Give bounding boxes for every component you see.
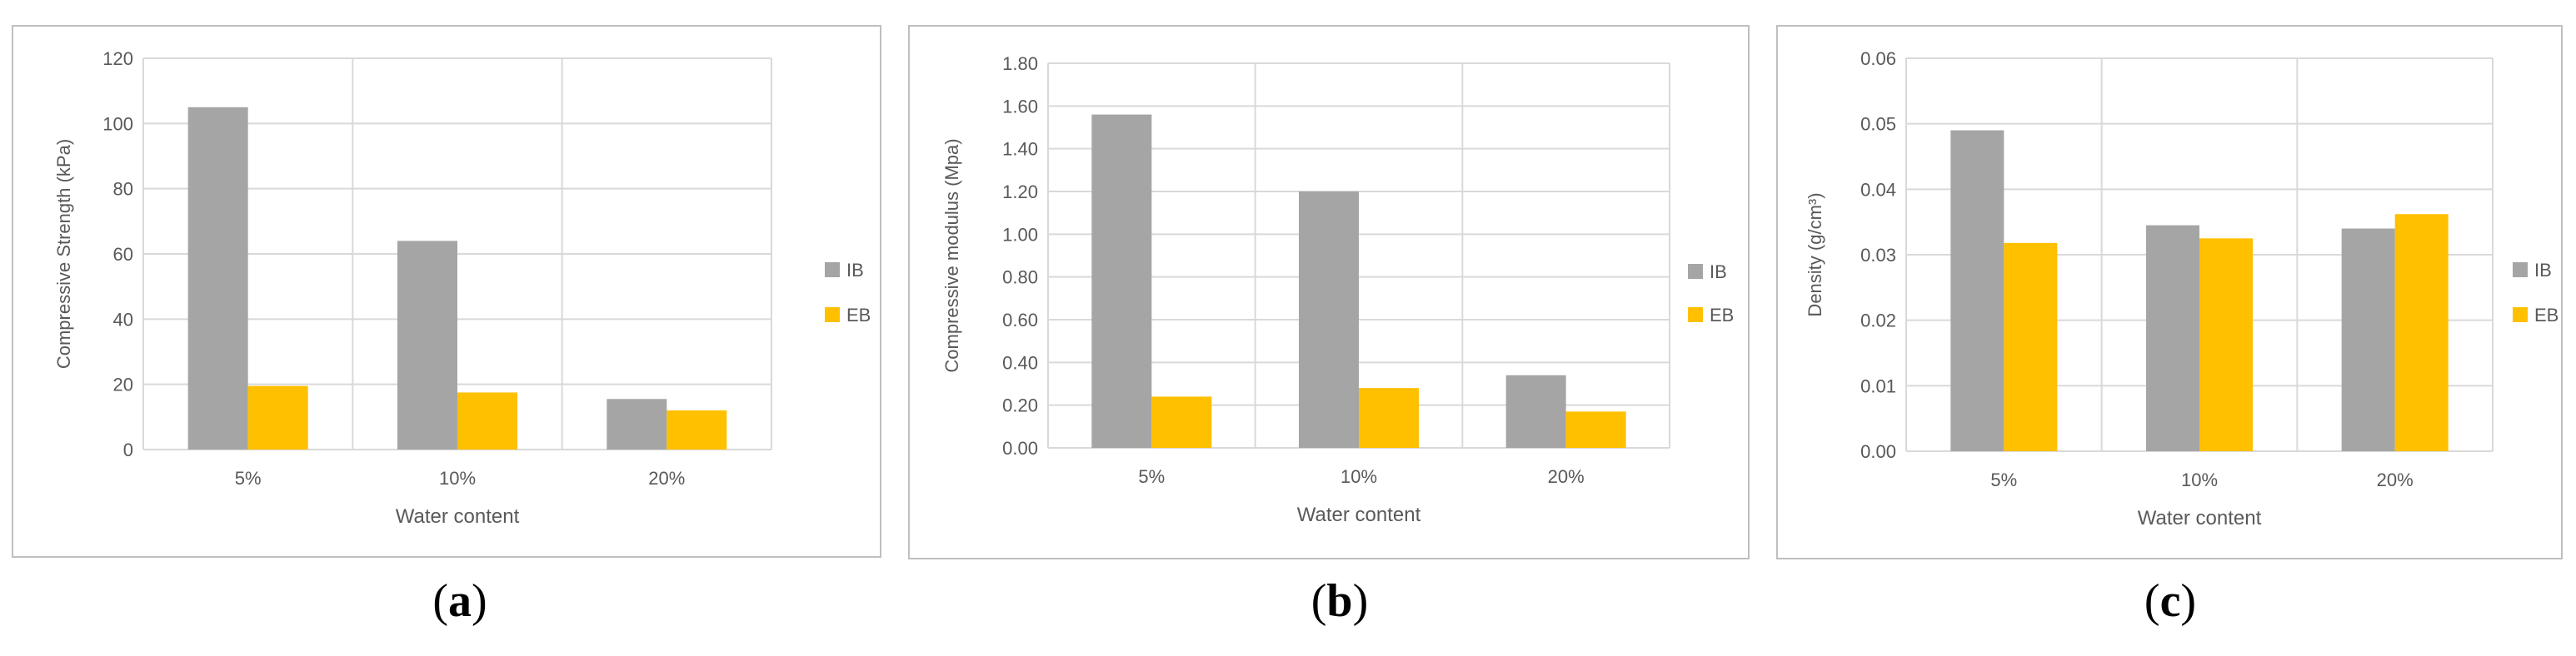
x-tick-label: 20%	[648, 468, 685, 489]
y-tick-label: 120	[102, 48, 133, 69]
y-tick-label: 0.00	[1860, 441, 1896, 462]
x-tick-label: 20%	[2377, 470, 2414, 490]
bar-eb	[666, 410, 727, 450]
bar-ib	[1505, 375, 1566, 448]
x-tick-label: 10%	[1340, 466, 1377, 487]
y-tick-label: 40	[113, 309, 133, 330]
bar-ib	[397, 241, 457, 450]
bar-eb	[457, 392, 517, 450]
caption-c: (c)	[2144, 575, 2197, 627]
x-tick-label: 5%	[235, 468, 262, 489]
chart-svg-a: 0 20 40 60 80 100 120 5% 10% 20% Water content Comp…	[53, 48, 871, 528]
bar-eb	[2394, 214, 2449, 451]
x-tick-label: 10%	[2181, 470, 2218, 490]
bar-eb	[2199, 238, 2253, 451]
y-tick-label: 0.00	[1002, 438, 1038, 459]
caption-b: (b)	[1310, 575, 1369, 627]
chart-panel-b: 0.00 0.20 0.40 0.60 0.80 1.00 1.20 1.40 1.60 1.80…	[908, 25, 1750, 559]
x-tick-label: 10%	[439, 468, 476, 489]
bar-ib	[2146, 225, 2199, 451]
chart-panel-a: 0 20 40 60 80 100 120 5% 10% 20% Water content Comp…	[12, 25, 881, 558]
legend-swatch-eb	[825, 307, 840, 322]
chart-svg-c: 0.00 0.01 0.02 0.03 0.04 0.05 0.06 5% 10% 20% Wate…	[1805, 48, 2559, 529]
caption-a: (a)	[432, 575, 487, 627]
y-tick-label: 1.40	[1002, 139, 1038, 160]
y-tick-label: 0.40	[1002, 352, 1038, 373]
y-tick-label: 0.20	[1002, 395, 1038, 416]
bar-ib	[1299, 191, 1359, 448]
y-axis-label: Compressive Strength (kPa)	[53, 139, 74, 369]
y-tick-label: 80	[113, 179, 133, 200]
x-tick-label: 20%	[1548, 466, 1585, 487]
bar-eb	[1359, 388, 1419, 448]
y-tick-label: 0.60	[1002, 310, 1038, 330]
legend-swatch-ib	[2513, 262, 2528, 277]
legend-label-ib: IB	[2534, 260, 2552, 281]
y-tick-label: 0.02	[1860, 311, 1896, 331]
legend-label-ib: IB	[846, 260, 864, 281]
y-tick-label: 0	[123, 440, 133, 460]
legend-label-eb: EB	[1710, 305, 1734, 326]
y-tick-label: 0.06	[1860, 48, 1896, 69]
bar-ib	[607, 399, 667, 450]
bar-ib	[187, 107, 248, 450]
x-axis-label: Water content	[396, 505, 520, 528]
y-tick-label: 1.00	[1002, 224, 1038, 245]
bar-eb	[1565, 411, 1626, 448]
x-axis-label: Water content	[1297, 504, 1421, 526]
bar-eb	[247, 385, 308, 450]
legend-swatch-ib	[825, 262, 840, 277]
bar-ib	[1950, 130, 2004, 451]
x-axis-label: Water content	[2138, 507, 2262, 529]
y-tick-label: 0.04	[1860, 179, 1896, 200]
y-tick-label: 0.01	[1860, 375, 1896, 396]
y-tick-label: 60	[113, 244, 133, 265]
legend-label-eb: EB	[846, 305, 871, 326]
legend-label-eb: EB	[2534, 305, 2559, 326]
y-tick-label: 0.05	[1860, 114, 1896, 135]
y-tick-label: 1.20	[1002, 181, 1038, 202]
y-tick-label: 0.03	[1860, 245, 1896, 266]
y-axis-label: Density (g/cm³)	[1805, 192, 1825, 316]
legend-swatch-eb	[1688, 307, 1703, 322]
x-tick-label: 5%	[1990, 470, 2017, 490]
y-tick-label: 1.80	[1002, 53, 1038, 74]
legend-swatch-eb	[2513, 307, 2528, 322]
y-tick-label: 20	[113, 375, 133, 395]
y-tick-label: 100	[102, 113, 133, 134]
bar-ib	[2341, 228, 2395, 451]
bar-eb	[1151, 396, 1212, 448]
chart-svg-b: 0.00 0.20 0.40 0.60 0.80 1.00 1.20 1.40 1.60 1.80…	[941, 53, 1734, 526]
legend-swatch-ib	[1688, 264, 1703, 279]
x-tick-label: 5%	[1138, 466, 1165, 487]
chart-panel-c: 0.00 0.01 0.02 0.03 0.04 0.05 0.06 5% 10% 20% Wate…	[1776, 25, 2563, 559]
bar-eb	[2004, 242, 2058, 451]
y-tick-label: 1.60	[1002, 96, 1038, 117]
y-axis-label: Compressive modulus (Mpa)	[941, 138, 962, 372]
legend-label-ib: IB	[1710, 261, 1727, 282]
bar-ib	[1091, 114, 1152, 448]
y-tick-label: 0.80	[1002, 267, 1038, 288]
